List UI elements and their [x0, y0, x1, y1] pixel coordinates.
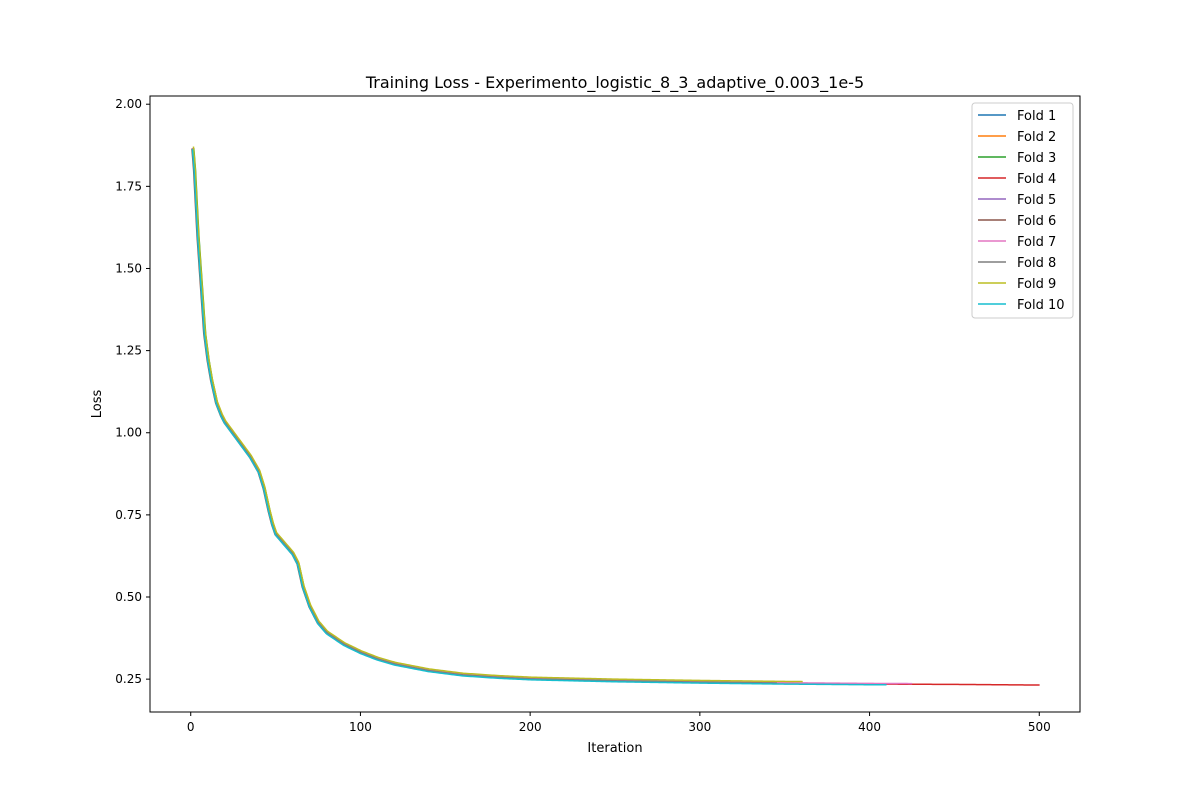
x-tick-label: 200 [519, 720, 542, 734]
y-tick-label: 1.50 [115, 261, 142, 275]
legend-label: Fold 7 [1017, 235, 1056, 250]
x-tick-label: 400 [858, 720, 881, 734]
y-tick-label: 1.75 [115, 179, 142, 193]
y-tick-label: 0.25 [115, 672, 142, 686]
chart-title: Training Loss - Experimento_logistic_8_3… [365, 73, 864, 93]
series-line-fold-8 [192, 148, 777, 684]
series-line-fold-9 [192, 146, 803, 683]
x-tick-label: 0 [187, 720, 195, 734]
legend-label: Fold 2 [1017, 130, 1056, 145]
y-tick-label: 2.00 [115, 97, 142, 111]
x-tick-label: 100 [349, 720, 372, 734]
x-axis: 0 100 200 300 400 500 [187, 712, 1051, 734]
legend-label: Fold 4 [1017, 172, 1056, 187]
series-line-fold-10 [191, 149, 887, 686]
legend-label: Fold 8 [1017, 256, 1056, 271]
legend-label: Fold 3 [1017, 151, 1056, 166]
legend-label: Fold 6 [1017, 214, 1056, 229]
y-axis-label: Loss [90, 390, 105, 419]
x-tick-label: 300 [688, 720, 711, 734]
plot-frame [149, 95, 1081, 713]
legend-label: Fold 1 [1017, 109, 1056, 124]
legend-label: Fold 10 [1017, 298, 1065, 313]
y-axis: 0.25 0.50 0.75 1.00 1.25 1.50 1.75 2.00 [115, 97, 150, 686]
y-tick-label: 1.25 [115, 344, 142, 358]
y-tick-label: 0.50 [115, 590, 142, 604]
legend-label: Fold 9 [1017, 277, 1056, 292]
x-tick-label: 500 [1028, 720, 1051, 734]
y-tick-label: 1.00 [115, 426, 142, 440]
y-tick-label: 0.75 [115, 508, 142, 522]
series-layer [191, 146, 1040, 686]
legend-label: Fold 5 [1017, 193, 1056, 208]
x-axis-label: Iteration [587, 741, 642, 756]
legend: Fold 1 Fold 2 Fold 3 Fold 4 Fold 5 Fold 6 Fold… [971, 102, 1074, 319]
